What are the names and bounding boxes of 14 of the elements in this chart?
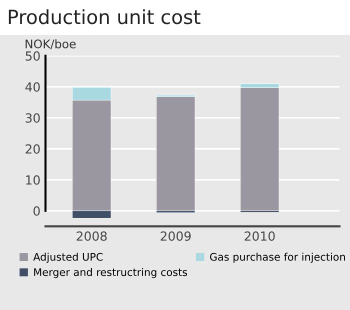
legend-label: Merger and restructring costs — [34, 268, 188, 278]
y-axis-title: NOK/boe — [26, 39, 76, 50]
legend-label: Adjusted UPC — [33, 252, 103, 263]
legend-label: Gas purchase for injection — [210, 252, 345, 263]
x-tick-label: 2010 — [244, 231, 275, 241]
y-tick-label: 20 — [26, 144, 40, 154]
y-tick-label: 0 — [34, 206, 40, 216]
y-tick-label: 30 — [26, 113, 40, 123]
chart-title: Production unit cost — [8, 9, 200, 24]
x-tick-label: 2008 — [76, 231, 107, 241]
y-tick-label: 40 — [25, 82, 40, 92]
y-tick-label: 10 — [26, 175, 40, 185]
y-tick-label: 50 — [26, 51, 40, 61]
x-tick-label: 2009 — [160, 231, 191, 241]
